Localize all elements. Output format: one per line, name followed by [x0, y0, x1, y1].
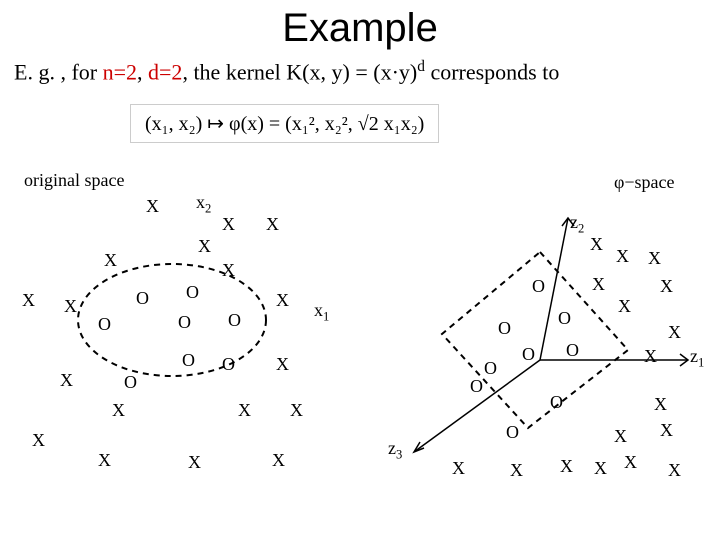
x-point: X	[660, 276, 673, 297]
x-point: X	[104, 250, 117, 271]
x-point: X	[592, 274, 605, 295]
x-point: X	[112, 400, 125, 421]
o-point: O	[124, 372, 137, 393]
x-point: X	[660, 420, 673, 441]
o-point: O	[182, 350, 195, 371]
x-point: X	[290, 400, 303, 421]
x-point: X	[668, 460, 681, 481]
x-point: X	[614, 426, 627, 447]
o-point: O	[522, 344, 535, 365]
o-point: O	[558, 308, 571, 329]
x-point: X	[64, 296, 77, 317]
o-point: O	[186, 282, 199, 303]
x-point: X	[188, 452, 201, 473]
o-point: O	[506, 422, 519, 443]
x-point: X	[60, 370, 73, 391]
x-point: X	[654, 394, 667, 415]
x-point: X	[22, 290, 35, 311]
x-point: X	[590, 234, 603, 255]
o-point: O	[532, 276, 545, 297]
x-point: X	[452, 458, 465, 479]
right-axes	[414, 218, 688, 452]
o-point: O	[222, 354, 235, 375]
o-point: O	[470, 376, 483, 397]
x-point: X	[618, 296, 631, 317]
x-point: X	[222, 214, 235, 235]
x-point: X	[238, 400, 251, 421]
x-point: X	[222, 260, 235, 281]
x-point: X	[510, 460, 523, 481]
o-point: O	[98, 314, 111, 335]
o-point: O	[178, 312, 191, 333]
x-point: X	[276, 354, 289, 375]
x-point: X	[32, 430, 45, 451]
x-point: X	[98, 450, 111, 471]
x-point: X	[146, 196, 159, 217]
x-point: X	[272, 450, 285, 471]
x-point: X	[266, 214, 279, 235]
o-point: O	[498, 318, 511, 339]
x-point: X	[616, 246, 629, 267]
x-point: X	[668, 322, 681, 343]
o-point: O	[228, 310, 241, 331]
x-point: X	[624, 452, 637, 473]
x-point: X	[198, 236, 211, 257]
x-point: X	[276, 290, 289, 311]
o-point: O	[484, 358, 497, 379]
x-point: X	[560, 456, 573, 477]
o-point: O	[136, 288, 149, 309]
x-point: X	[648, 248, 661, 269]
x-point: X	[644, 346, 657, 367]
x-point: X	[594, 458, 607, 479]
o-point: O	[566, 340, 579, 361]
o-point: O	[550, 392, 563, 413]
